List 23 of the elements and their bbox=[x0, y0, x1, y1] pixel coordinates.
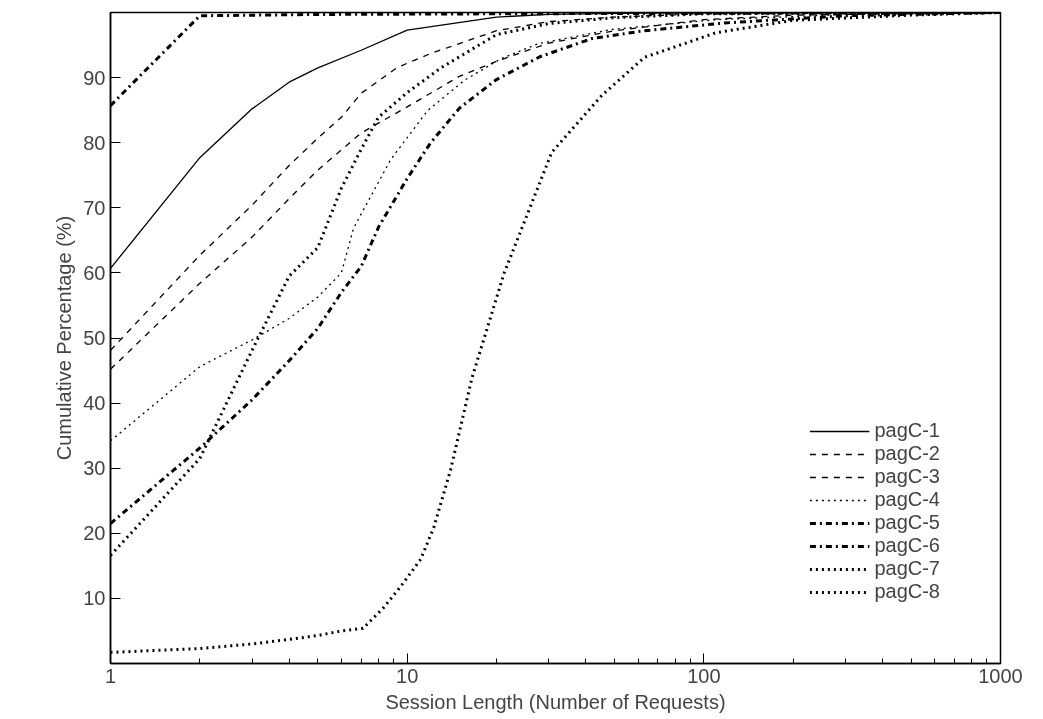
legend-label: pagC-7 bbox=[874, 557, 940, 580]
y-tick-label: 20 bbox=[83, 522, 106, 545]
legend-label: pagC-3 bbox=[874, 465, 940, 488]
legend-label: pagC-5 bbox=[874, 511, 940, 534]
y-tick-label: 70 bbox=[83, 196, 106, 219]
y-tick-label: 30 bbox=[83, 457, 106, 480]
y-tick-label: 90 bbox=[83, 66, 106, 89]
legend-label: pagC-6 bbox=[874, 534, 940, 557]
x-tick-label: 1 bbox=[104, 664, 117, 687]
legend-label: pagC-1 bbox=[874, 419, 940, 442]
y-tick-label: 10 bbox=[83, 587, 106, 610]
legend-label: pagC-8 bbox=[874, 580, 940, 603]
x-tick-label: 10 bbox=[396, 664, 419, 687]
x-tick-label: 100 bbox=[687, 664, 721, 687]
x-axis-title: Session Length (Number of Requests) bbox=[385, 690, 726, 713]
y-tick-label: 50 bbox=[83, 327, 106, 349]
x-tick-label: 1000 bbox=[978, 664, 1023, 687]
y-axis-title: Cumulative Percentage (%) bbox=[53, 215, 76, 461]
y-tick-label: 80 bbox=[83, 131, 106, 154]
legend-label: pagC-2 bbox=[874, 442, 940, 465]
y-tick-label: 60 bbox=[83, 261, 106, 284]
y-tick-label: 40 bbox=[83, 392, 106, 415]
legend-label: pagC-4 bbox=[874, 488, 940, 511]
